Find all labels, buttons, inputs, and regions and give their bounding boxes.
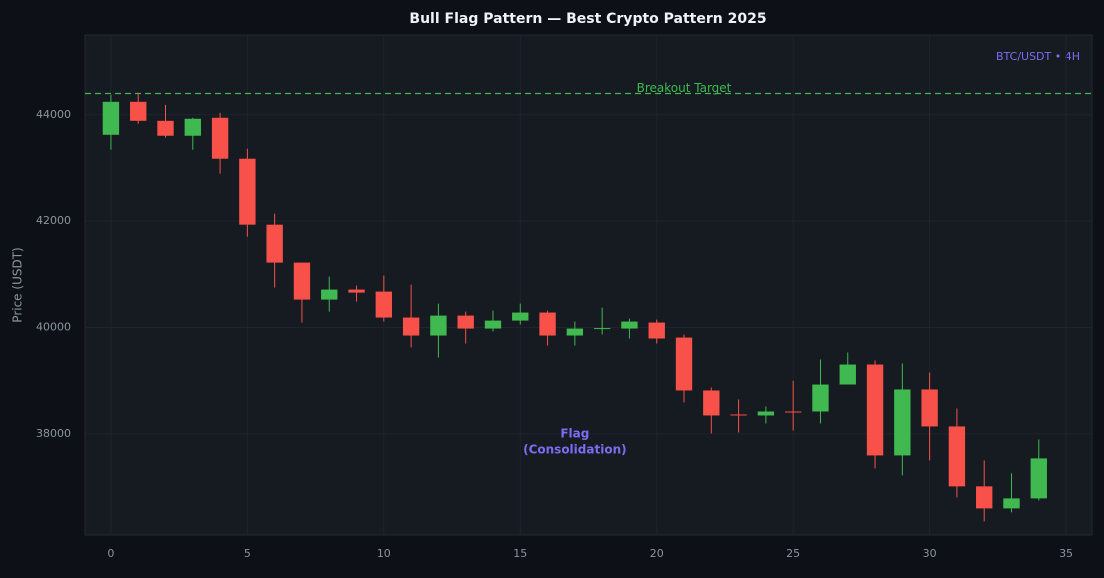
candle-body: [976, 486, 993, 509]
candle-body: [266, 224, 283, 263]
candle-body: [757, 411, 775, 416]
x-tick-label: 25: [786, 547, 800, 560]
y-tick-label: 42000: [36, 214, 71, 227]
annotation: Flag: [560, 426, 589, 440]
x-tick-label: 15: [513, 547, 527, 560]
candle-body: [293, 262, 311, 300]
candle-body: [648, 322, 665, 339]
candle-body: [894, 389, 911, 456]
y-tick-label: 44000: [36, 108, 71, 121]
x-tick-label: 0: [107, 547, 114, 560]
candle-body: [239, 158, 256, 225]
candle-body: [130, 101, 147, 121]
candle-body: [375, 291, 393, 318]
corner-label: BTC/USDT • 4H: [996, 50, 1080, 63]
candle-body: [921, 389, 938, 427]
candle-body: [102, 101, 120, 135]
candle-body: [1030, 458, 1047, 499]
breakout-label: Breakout Target: [637, 81, 732, 95]
plot-area: [84, 34, 1093, 536]
candle-body: [512, 312, 529, 321]
candle-body: [593, 328, 611, 330]
x-tick-label: 5: [244, 547, 251, 560]
y-tick-label: 38000: [36, 427, 71, 440]
candle-body: [211, 117, 229, 159]
candle-body: [402, 317, 420, 336]
chart-title: Bull Flag Pattern — Best Crypto Pattern …: [409, 11, 766, 27]
candle-body: [457, 315, 474, 329]
x-tick-label: 20: [650, 547, 664, 560]
candle-body: [321, 289, 338, 300]
candle-body: [703, 390, 720, 416]
candle-body: [430, 315, 447, 336]
candle-body: [621, 321, 638, 329]
x-tick-label: 30: [923, 547, 937, 560]
candle-body: [948, 426, 966, 487]
candle-body: [839, 364, 856, 385]
y-axis-label: Price (USDT): [11, 247, 25, 322]
candle-body: [866, 364, 884, 456]
candle-body: [484, 320, 502, 329]
candle-body: [812, 384, 829, 412]
candle-body: [784, 411, 802, 413]
candle-body: [566, 328, 584, 336]
candle-body: [184, 118, 201, 136]
candle-body: [157, 120, 174, 136]
candle-body: [730, 414, 747, 416]
x-tick-label: 35: [1059, 547, 1073, 560]
candle-body: [348, 289, 365, 293]
candle-body: [1003, 498, 1020, 509]
candle-body: [539, 312, 556, 336]
candle-body: [675, 337, 693, 391]
y-tick-label: 40000: [36, 321, 71, 334]
x-tick-label: 10: [377, 547, 391, 560]
annotation: (Consolidation): [523, 442, 627, 456]
